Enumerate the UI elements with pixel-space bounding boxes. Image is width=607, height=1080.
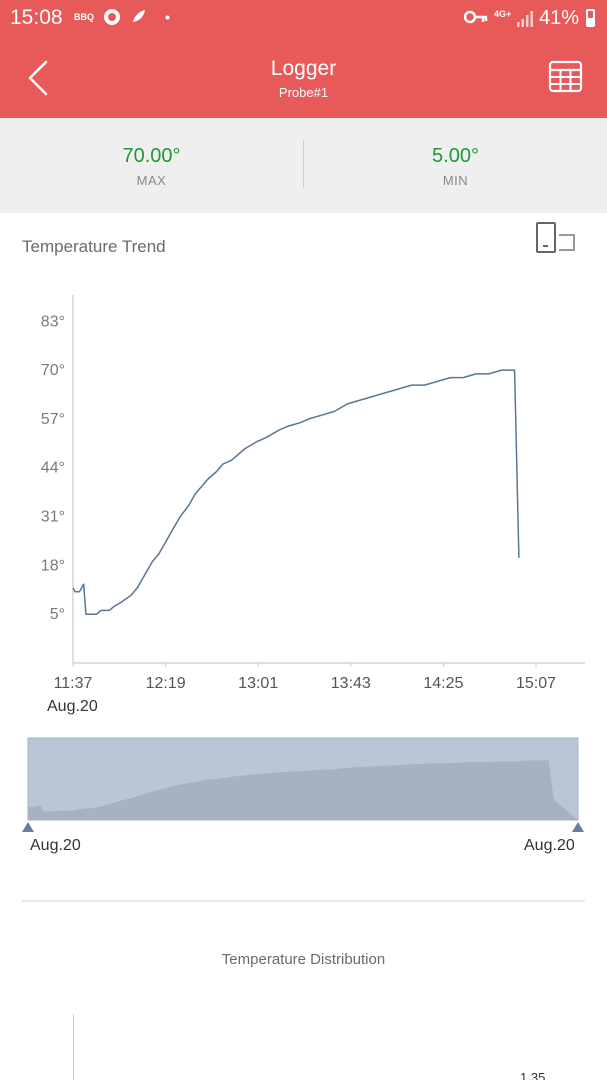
trend-date-label: Aug.20 [47, 698, 98, 715]
min-stat: 5.00° MIN [304, 118, 607, 213]
min-label: MIN [442, 173, 469, 188]
page-subtitle: Probe#1 [278, 85, 329, 100]
y-tick-label: 18° [41, 557, 65, 574]
y-tick-label: 70° [41, 362, 65, 379]
dot-icon [165, 15, 170, 20]
min-value: 5.00° [432, 145, 479, 167]
temperature-series-line [72, 369, 520, 615]
overview-end-date: Aug.20 [524, 837, 575, 854]
distribution-title: Temperature Distribution [221, 951, 386, 968]
max-value: 70.00° [122, 145, 181, 167]
leaf-notification-icon [133, 10, 145, 22]
temperature-trend-chart[interactable]: 5° 18° 31° 44° 57° 70° 83° 11:37 12:19 13:01 13:43… [0, 285, 607, 695]
signal-icon [517, 11, 533, 27]
app-notification-icon [104, 9, 120, 25]
range-start-handle[interactable] [22, 822, 34, 832]
table-grid-icon[interactable] [548, 60, 584, 94]
stats-panel: 70.00° MAX 5.00° MIN [0, 118, 607, 213]
battery-percent: 41% [538, 7, 579, 29]
y-tick-label: 83° [41, 313, 65, 330]
overview-area [28, 760, 578, 820]
y-tick-label: 31° [41, 509, 65, 526]
x-tick-label: 11:37 [54, 675, 93, 692]
y-tick-label: 5° [50, 606, 65, 623]
y-tick-label: 44° [41, 460, 65, 477]
network-type: 4G+ [494, 9, 512, 19]
distribution-value-label: 1.35 [520, 1070, 546, 1080]
x-tick-label: 12:19 [146, 675, 186, 692]
x-tick-label: 13:01 [238, 675, 278, 692]
vpn-key-icon [464, 10, 488, 24]
battery-icon [586, 9, 595, 27]
overview-start-date: Aug.20 [30, 837, 81, 854]
trend-title: Temperature Trend [22, 237, 166, 256]
max-stat: 70.00° MAX [0, 118, 303, 213]
back-chevron-icon[interactable] [22, 58, 58, 98]
status-time: 15:08 [10, 6, 63, 29]
x-tick-label: 15:07 [516, 675, 556, 692]
status-bar: 15:08 BBQ 4G+ 41% [0, 0, 607, 38]
y-tick-label: 57° [41, 411, 65, 428]
bbq-status-label: BBQ [74, 12, 94, 22]
app-header: 15:08 BBQ 4G+ 41% Logger Probe#1 [0, 0, 607, 118]
x-tick-label: 14:25 [423, 675, 463, 692]
range-end-handle[interactable] [572, 822, 584, 832]
distribution-y-axis [73, 1014, 74, 1080]
section-divider [22, 900, 585, 902]
stats-divider [303, 140, 304, 188]
x-tick-label: 13:43 [331, 675, 371, 692]
overview-range-selector[interactable] [0, 730, 607, 840]
page-title: Logger [270, 57, 337, 80]
rotate-screen-icon[interactable] [535, 221, 577, 255]
max-label: MAX [136, 173, 167, 188]
